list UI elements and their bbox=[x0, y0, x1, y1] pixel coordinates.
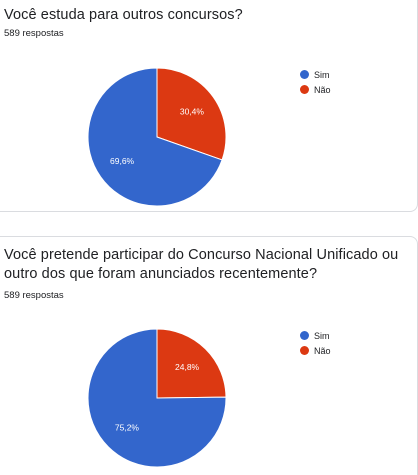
legend-item-sim: Sim bbox=[300, 67, 331, 82]
legend-label: Sim bbox=[314, 330, 330, 341]
legend-label: Não bbox=[314, 84, 331, 95]
legend-swatch-icon bbox=[300, 85, 309, 94]
legend-item-nao: Não bbox=[300, 343, 331, 358]
legend-label: Sim bbox=[314, 69, 330, 80]
slice-percent-label: 30,4% bbox=[180, 107, 205, 117]
slice-percent-label: 75,2% bbox=[115, 423, 140, 433]
slice-percent-label: 24,8% bbox=[175, 362, 200, 372]
legend-item-sim: Sim bbox=[300, 328, 331, 343]
pie-slice-nao bbox=[156, 328, 227, 399]
legend-label: Não bbox=[314, 345, 331, 356]
card-separator bbox=[0, 213, 418, 235]
question-title: Você pretende participar do Concurso Nac… bbox=[4, 247, 399, 282]
chart-legend: Sim Não bbox=[300, 328, 331, 358]
pie-chart: 30,4% 69,6% bbox=[87, 67, 227, 207]
pie-chart: 24,8% 75,2% bbox=[87, 328, 227, 468]
legend-swatch-icon bbox=[300, 70, 309, 79]
pie-slice-sim bbox=[87, 67, 223, 207]
response-count: 589 respostas bbox=[4, 28, 64, 39]
legend-swatch-icon bbox=[300, 331, 309, 340]
legend-item-nao: Não bbox=[300, 82, 331, 97]
pie-slice-nao bbox=[156, 67, 227, 161]
question-card: Você pretende participar do Concurso Nac… bbox=[0, 236, 418, 475]
legend-swatch-icon bbox=[300, 346, 309, 355]
chart-legend: Sim Não bbox=[300, 67, 331, 97]
question-card: Você estuda para outros concursos? 589 r… bbox=[0, 0, 418, 212]
pie-slice-sim bbox=[87, 328, 227, 468]
slice-percent-label: 69,6% bbox=[110, 156, 135, 166]
question-title: Você estuda para outros concursos? bbox=[4, 7, 243, 23]
response-count: 589 respostas bbox=[4, 290, 64, 301]
